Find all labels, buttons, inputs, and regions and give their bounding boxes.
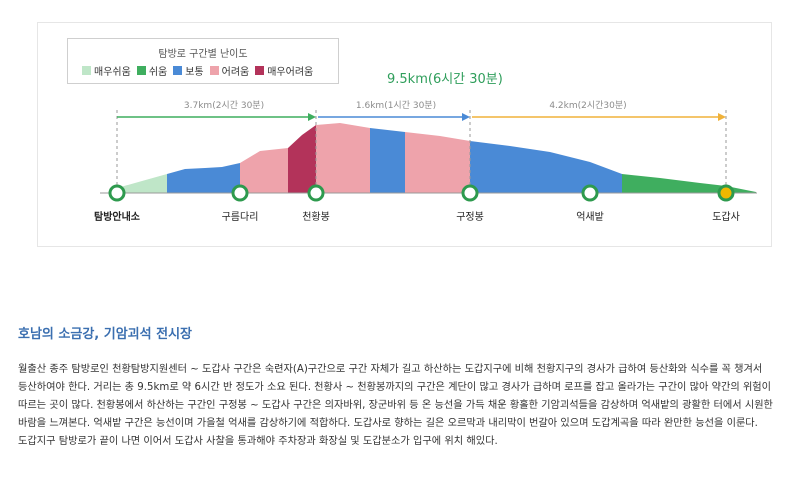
legend-label-very-hard: 매우어려움: [267, 67, 314, 78]
terrain-hard-2: [316, 123, 370, 193]
legend-title: 탐방로 구간별 난이도: [158, 49, 248, 60]
legend-swatch-very-easy: [82, 66, 91, 75]
legend-swatch-very-hard: [255, 66, 265, 75]
legend-item-very-hard: 매우어려움: [255, 63, 313, 78]
legend-item-normal: 보통: [173, 63, 204, 78]
legend-swatch-easy: [136, 66, 146, 75]
point-marker-5: [717, 184, 735, 202]
legend-item-very-easy: 매우쉬움: [82, 63, 131, 78]
legend-label-hard: 어려움: [221, 67, 250, 78]
difficulty-legend: 탐방로 구간별 난이도 매우쉬움 쉬움 보통 어려움 매우어려움: [67, 38, 339, 84]
dashed-guides: [116, 110, 727, 193]
legend-swatch-hard: [209, 66, 219, 75]
segment-label-3: 4.2km(2시간30분): [549, 101, 627, 111]
terrain-very-easy-1: [117, 174, 167, 193]
place-label-cloud-bridge: 구름다리: [221, 212, 259, 223]
point-marker-0: [108, 184, 126, 202]
legend-label-easy: 쉬움: [148, 67, 168, 78]
place-label-eoksae-field: 억새밭: [576, 212, 604, 223]
terrain-very-hard-1: [288, 125, 316, 193]
article-title: 호남의 소금강, 기암괴석 전시장: [18, 327, 192, 342]
article-body: 월출산 종주 탐방로인 천황탐방지원센터 ~ 도갑사 구간은 숙련자(A)구간으…: [18, 364, 773, 447]
legend-swatch-normal: [173, 66, 183, 75]
place-label-dogapsa: 도갑사: [712, 212, 740, 223]
point-marker-1: [231, 184, 249, 202]
legend-items: 매우쉬움 쉬움 보통 어려움 매우어려움: [82, 63, 313, 78]
place-label-cheonhwang-peak: 천황봉: [302, 212, 330, 223]
legend-item-easy: 쉬움: [136, 63, 168, 78]
segment-label-1: 3.7km(2시간 30분): [183, 101, 265, 111]
legend-label-normal: 보통: [185, 67, 204, 78]
terrain-hard-1: [240, 148, 288, 193]
place-label-visitor-center: 탐방안내소: [94, 212, 140, 223]
legend-item-hard: 어려움: [209, 63, 250, 78]
terrain-normal-3: [470, 141, 622, 193]
legend-label-very-easy: 매우쉬움: [94, 67, 131, 78]
terrain-normal-1: [167, 163, 240, 193]
point-marker-2: [307, 184, 325, 202]
place-label-gujeong-peak: 구정봉: [456, 212, 484, 223]
terrain-normal-2: [370, 128, 405, 193]
segment-label-2: 1.6km(1시간 30분): [355, 101, 437, 111]
point-marker-3: [461, 184, 479, 202]
total-distance: 9.5km(6시간 30분): [387, 72, 503, 87]
point-marker-4: [581, 184, 599, 202]
terrain-easy-1: [622, 174, 726, 193]
terrain-hard-3: [405, 132, 470, 193]
